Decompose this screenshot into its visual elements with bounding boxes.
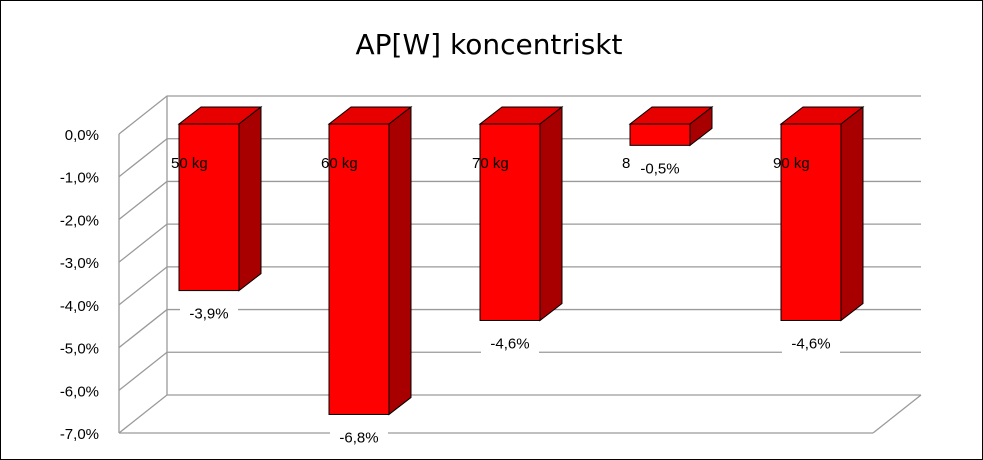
category-label: 90 kg [773, 155, 810, 172]
data-label: -6,8% [339, 429, 378, 446]
bar-side [840, 105, 864, 322]
data-label-bg [330, 425, 388, 448]
category-label: 50 kg [171, 155, 208, 172]
y-tick-label: -4,0% [60, 298, 99, 315]
bar-side [539, 105, 563, 322]
chart-title: AP[W] koncentriskt [356, 28, 623, 61]
gridline [118, 394, 921, 434]
data-label: -4,6% [791, 335, 830, 352]
bar-side [238, 105, 262, 292]
bar [780, 123, 842, 321]
y-tick-label: -5,0% [60, 341, 99, 358]
data-label-bg [180, 301, 238, 324]
gridline [118, 351, 921, 391]
data-label: -4,6% [490, 335, 529, 352]
bar [328, 123, 390, 415]
data-label-bg [782, 331, 840, 354]
y-tick-label: -7,0% [60, 426, 99, 443]
bar-side [388, 105, 412, 416]
y-tick-label: -1,0% [60, 170, 99, 187]
category-label: 70 kg [472, 155, 509, 172]
data-label: -3,9% [189, 306, 228, 323]
y-tick-label: -3,0% [60, 255, 99, 272]
y-tick-label: -2,0% [60, 212, 99, 229]
floor-edge [872, 394, 922, 434]
data-label-bg [631, 156, 689, 179]
bar [178, 123, 240, 292]
y-tick-label: -6,0% [60, 383, 99, 400]
bar [479, 123, 541, 321]
bar [629, 123, 691, 146]
category-label: 60 kg [321, 155, 358, 172]
y-tick-label: 0,0% [65, 127, 99, 144]
data-label-bg [481, 331, 539, 354]
data-label: -0,5% [640, 160, 679, 177]
